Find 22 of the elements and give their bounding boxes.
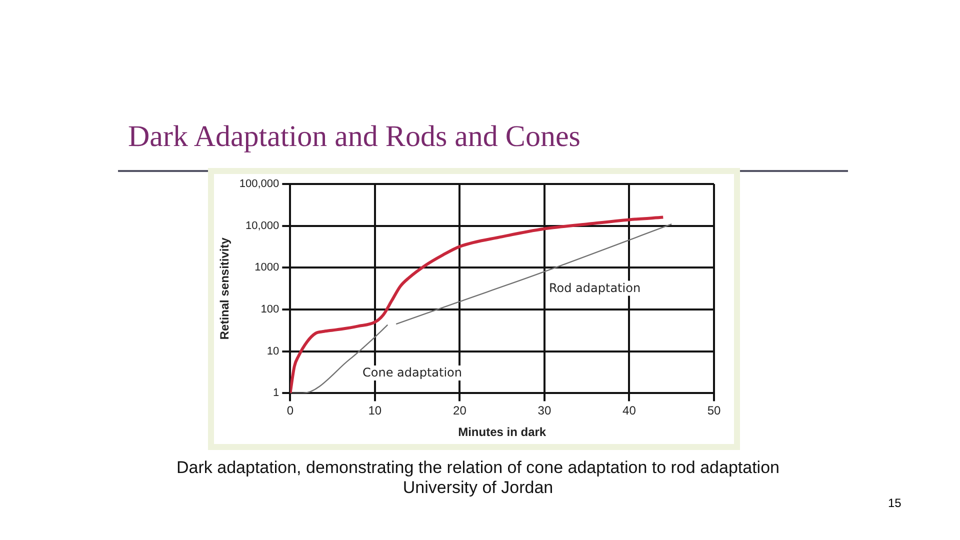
text: University of Jordan: [402, 478, 554, 498]
y-tick-label: 1000: [254, 262, 280, 274]
x-tick-label: 0: [286, 404, 294, 418]
chart-title: Dark Adaptation and Rods and Cones: [128, 120, 580, 154]
y-tick-label: 10: [266, 345, 280, 358]
x-tick-label: 20: [453, 404, 467, 418]
x-tick-label: 50: [707, 404, 721, 418]
y-axis-title: Retinal sensitivity: [218, 237, 232, 340]
x-tick-label: 10: [368, 404, 382, 418]
x-tick-label: 30: [538, 404, 552, 418]
series-label: Cone adaptation: [362, 366, 462, 380]
series-label: Rod adaptation: [548, 280, 641, 295]
x-tick-label: 40: [622, 404, 636, 418]
y-tick-label: 100: [260, 304, 280, 316]
x-axis-title: Minutes in dark: [458, 425, 546, 440]
line-series: [290, 216, 665, 394]
text: Dark adaptation, demonstrating the relation of cone adaptation to rod adaptation: [176, 458, 780, 478]
y-tick-label: 10,000: [246, 220, 280, 232]
text: 15: [888, 496, 902, 510]
line-series: [396, 224, 672, 325]
y-tick-label: 100,000: [239, 178, 280, 190]
y-tick-label: 1: [273, 387, 280, 400]
